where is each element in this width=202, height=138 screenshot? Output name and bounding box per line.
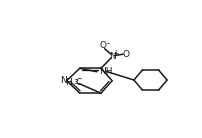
Text: C: C (75, 78, 81, 87)
Text: N: N (60, 76, 67, 85)
Text: +: + (113, 49, 119, 58)
Text: NH: NH (99, 67, 113, 76)
Text: O: O (122, 50, 129, 59)
Text: 3: 3 (73, 79, 78, 85)
Text: N: N (109, 52, 116, 61)
Text: O: O (99, 41, 106, 51)
Text: -: - (106, 39, 110, 48)
Text: H: H (66, 78, 72, 87)
